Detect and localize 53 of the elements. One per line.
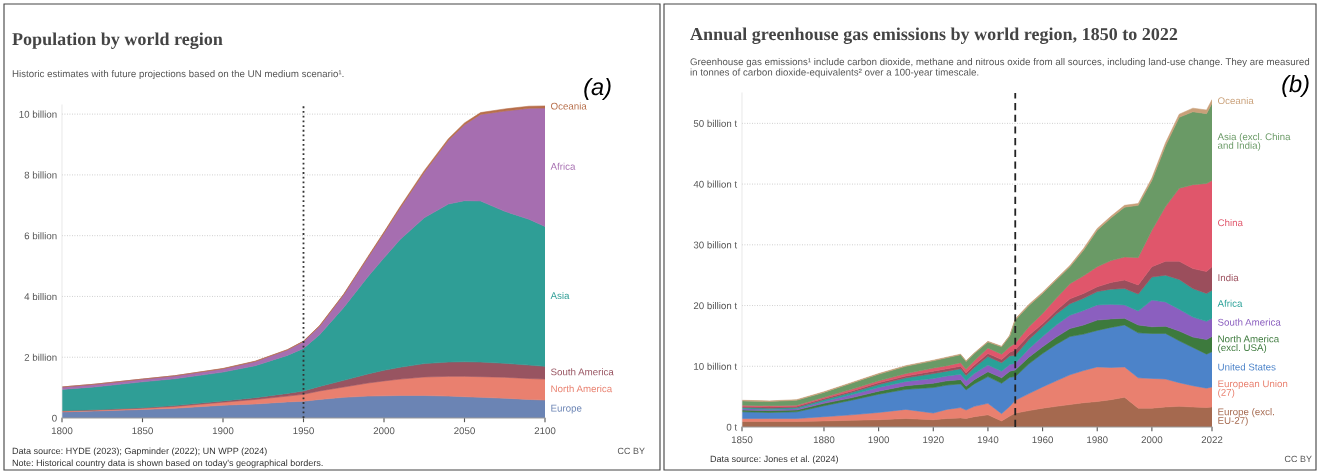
y-tick-label: 2 billion xyxy=(24,353,57,361)
text: Note: Historical country data is shown based on today's geographical borders. xyxy=(12,459,323,468)
series-label: Europe xyxy=(551,404,582,414)
series-label: India xyxy=(1218,273,1239,282)
source-note: Data source: HYDE (2023); Gapminder (2022); UN WPP (2024) xyxy=(12,447,267,456)
chart-subtitle: Historic estimates with future projections based on the UN medium scenario¹. xyxy=(12,70,344,80)
x-tick-label: 1980 xyxy=(1087,436,1108,444)
x-tick-label: 1880 xyxy=(813,436,835,444)
y-tick-label: 0 xyxy=(52,414,57,422)
x-tick-label: 1950 xyxy=(293,427,314,435)
series-label: United States xyxy=(1218,363,1276,371)
x-tick-label: 2000 xyxy=(1141,436,1163,444)
series-label: Asia xyxy=(550,291,570,300)
source-note: Data source: Jones et al. (2024) xyxy=(710,455,838,464)
x-tick-label: 2050 xyxy=(454,427,475,435)
y-tick-label: 10 billion t xyxy=(694,362,738,370)
y-tick-label: 10 billion xyxy=(19,110,57,118)
series-label: Asia (excl. China and India) xyxy=(1217,133,1291,151)
x-tick-label: 2000 xyxy=(373,427,395,435)
chart-title: Annual greenhouse gas emissions by world region, 1850 to 2022 xyxy=(690,27,1178,44)
series-label: North America (excl. USA) xyxy=(1218,335,1280,353)
x-tick-label: 1920 xyxy=(923,436,944,444)
series-label: China xyxy=(1218,219,1243,227)
text: CC BY xyxy=(617,447,645,455)
x-tick-label: 1960 xyxy=(1032,436,1054,444)
series-label: North America xyxy=(551,385,613,393)
x-tick-label: 2022 xyxy=(1201,436,1223,444)
y-tick-label: 20 billion t xyxy=(693,302,738,310)
chart-title: Population by world region xyxy=(12,32,223,49)
text: (a) xyxy=(584,77,611,100)
y-tick-label: 8 billion xyxy=(24,171,57,179)
x-tick-label: 1900 xyxy=(212,427,234,435)
y-tick-label: 40 billion t xyxy=(693,180,738,188)
y-tick-label: 4 billion xyxy=(24,292,57,301)
series-label: South America xyxy=(551,368,614,376)
series-label: European Union (27) xyxy=(1218,380,1288,398)
x-tick-label: 1900 xyxy=(868,436,890,444)
x-tick-label: 1800 xyxy=(51,427,73,435)
text: CC BY xyxy=(1284,455,1312,463)
series-label: Oceania xyxy=(1218,96,1254,105)
x-tick-label: 1850 xyxy=(731,436,753,444)
y-tick-label: 30 billion t xyxy=(693,241,738,249)
x-tick-label: 1850 xyxy=(132,427,153,435)
series-label: Africa xyxy=(1217,299,1243,307)
x-tick-label: 2100 xyxy=(534,427,556,435)
y-tick-label: 50 billion t xyxy=(693,119,738,127)
series-label: Oceania xyxy=(551,102,587,110)
x-tick-label: 1940 xyxy=(977,436,999,444)
series-label: South America xyxy=(1218,318,1281,326)
y-tick-label: 0 t xyxy=(726,423,738,431)
series-label: Africa xyxy=(550,162,576,170)
y-tick-label: 6 billion xyxy=(24,232,57,240)
series-label: Europe (excl. EU-27) xyxy=(1218,408,1274,426)
